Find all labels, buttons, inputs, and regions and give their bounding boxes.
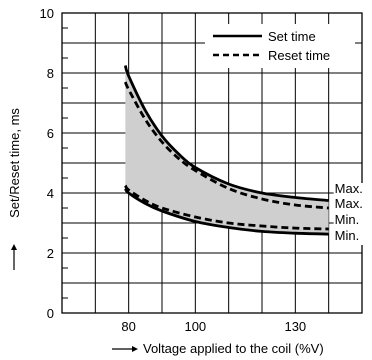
end-label: Max. <box>335 181 363 196</box>
plot-frame <box>61 12 363 314</box>
legend-label: Reset time <box>268 48 330 63</box>
series-line-set-time-min <box>124 187 329 236</box>
legend-box <box>205 24 355 68</box>
y-axis-arrowhead <box>11 244 17 250</box>
legend-label: Set time <box>268 29 316 44</box>
y-tick-label: 10 <box>40 6 54 21</box>
end-label: Min. <box>335 212 360 227</box>
series-lines <box>123 65 329 236</box>
plot-border <box>61 12 363 314</box>
series-line-set-time-max <box>123 65 329 202</box>
legend: Set time Reset time <box>205 24 355 68</box>
y-tick-label: 2 <box>47 246 54 261</box>
series-line-reset-time-max <box>124 81 329 210</box>
end-labels: Max.Max.Min.Min. <box>333 181 372 245</box>
x-tick-label: 130 <box>284 319 306 334</box>
x-tick-label: 80 <box>121 319 135 334</box>
y-tick-label: 4 <box>47 186 54 201</box>
series-line-reset-time-min <box>124 184 329 231</box>
range-band <box>125 65 329 235</box>
x-axis-arrowhead <box>132 346 138 352</box>
y-axis-label: Set/Reset time, ms <box>7 108 22 218</box>
end-label: Min. <box>335 228 360 243</box>
y-tick-label: 8 <box>47 66 54 81</box>
x-axis-label: Voltage applied to the coil (%V) <box>143 341 324 356</box>
tick-labels: 0 2 4 6 8 10 80 100 130 <box>40 6 307 334</box>
y-tick-label: 6 <box>47 126 54 141</box>
y-tick-label: 0 <box>47 306 54 321</box>
axis-labels: Voltage applied to the coil (%V) Set/Res… <box>7 108 324 356</box>
x-tick-label: 100 <box>184 319 206 334</box>
end-label: Max. <box>335 196 363 211</box>
end-label-box <box>333 183 372 245</box>
shaded-range <box>125 65 329 235</box>
